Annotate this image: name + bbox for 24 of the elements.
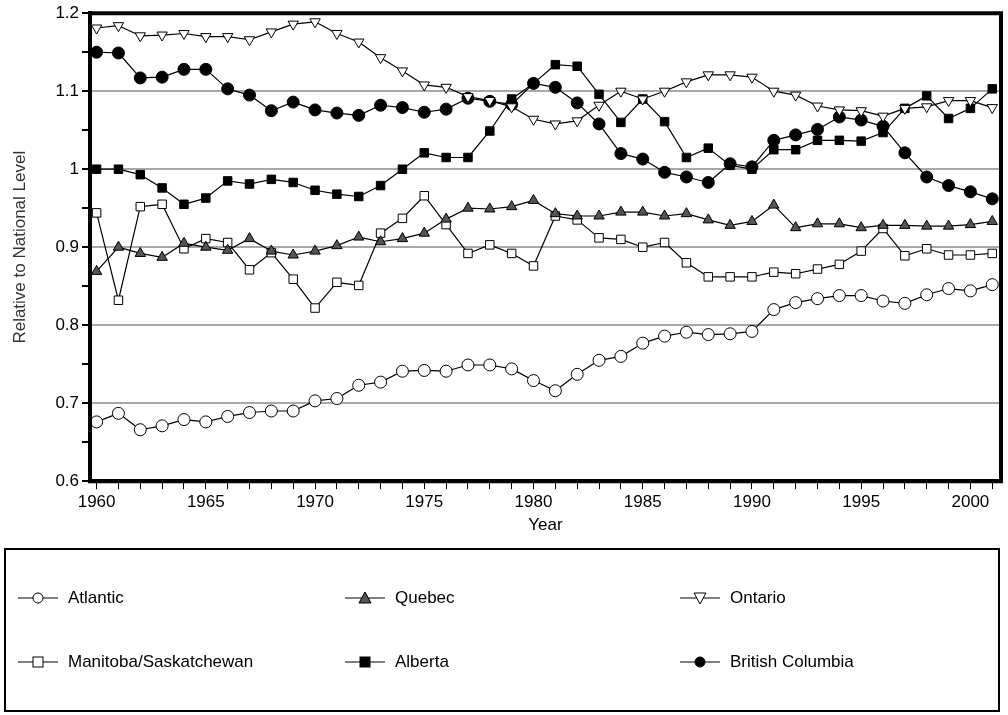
legend-label: Atlantic — [68, 588, 124, 608]
y-axis-title: Relative to National Level — [9, 150, 29, 344]
y-tick-label: 1.1 — [55, 80, 80, 100]
x-tick-label: 1970 — [296, 492, 334, 512]
x-tick-label: 1995 — [842, 492, 881, 512]
x-tick-label: 1985 — [623, 492, 662, 512]
y-tick-label: 1.2 — [55, 2, 80, 22]
legend-label: British Columbia — [730, 652, 854, 672]
y-tick-label: 0.9 — [55, 236, 80, 256]
x-axis-title: Year — [528, 515, 564, 535]
x-tick-label: 1960 — [77, 492, 116, 512]
legend-label: Manitoba/Saskatchewan — [68, 652, 254, 672]
y-tick-label: 0.8 — [55, 314, 80, 334]
legend-label: Ontario — [730, 588, 786, 608]
x-tick-label: 1975 — [405, 492, 444, 512]
y-tick-label: 1 — [69, 158, 80, 178]
y-tick-label: 0.6 — [55, 470, 80, 490]
x-tick-label: 1990 — [733, 492, 771, 512]
x-tick-label: 1980 — [514, 492, 553, 512]
x-tick-label: 2000 — [951, 492, 990, 512]
x-tick-label: 1965 — [186, 492, 225, 512]
legend-label: Alberta — [395, 652, 449, 672]
legend-label: Quebec — [395, 588, 455, 608]
y-tick-label: 0.7 — [55, 392, 80, 412]
